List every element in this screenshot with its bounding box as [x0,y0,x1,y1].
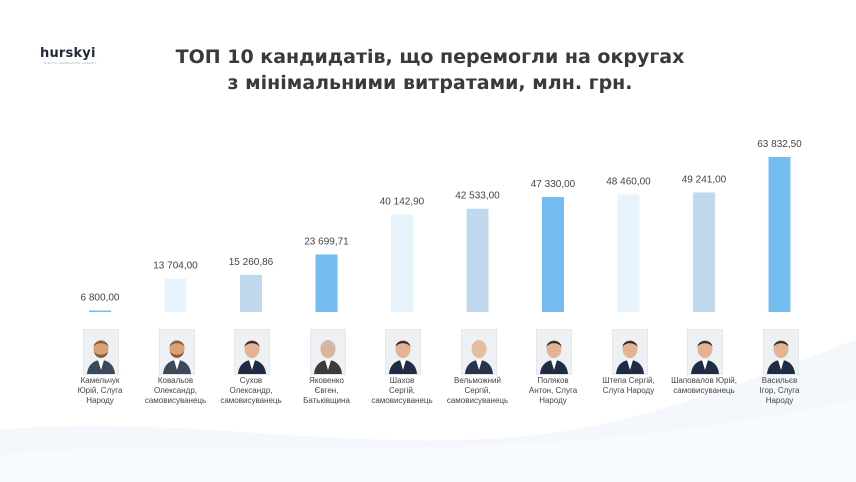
candidate-name-line: Шахов [389,376,415,385]
portrait-icon [235,330,269,374]
bar-value-label-4: 23 699,71 [304,236,349,247]
portrait-icon [386,330,420,374]
bar-7 [542,197,564,312]
candidate-name-7: Поляков Антон, Слуга Народу [513,376,593,406]
bar-value-label-6: 42 533,00 [455,191,500,202]
candidate-name-line: Камельчук [80,376,120,385]
candidate-photo-9 [687,329,723,375]
candidate-name-line: Слуга Народу [602,386,655,395]
portrait-icon [688,330,722,374]
candidate-name-line: Вельможний [454,376,501,385]
candidate-name-line: самовисуванець [144,396,207,405]
bar-value-label-1: 6 800,00 [81,293,120,304]
candidate-name-4: Яковенко Євген, Батьківщина [287,376,367,406]
candidate-name-line: Батьківщина [303,396,350,405]
candidate-name-line: самовисуванець [220,396,282,405]
bar-9 [693,192,715,312]
bar-4 [315,254,338,312]
bar-2 [164,278,187,312]
bar-5 [391,214,413,312]
chart-title-line-2: з мінімальними витратами, млн. грн. [227,72,633,94]
portrait-icon [461,330,496,374]
candidate-name-line: Ігор, Слуга [759,386,800,395]
bar-value-label-9: 49 241,00 [682,174,727,185]
portrait-icon [612,330,647,374]
bar-value-label-7: 47 330,00 [531,179,576,190]
candidate-name-line: Народу [765,396,794,405]
candidate-name-10: Васильєв Ігор, Слуга Народу [740,376,820,406]
candidate-name-line: Олександр, [229,386,273,395]
bar-10 [768,157,791,312]
candidate-name-8: Штепа Сергій, Слуга Народу [589,376,669,396]
candidate-name-line: Олександр, [153,386,198,395]
candidate-photo-8 [611,329,648,375]
brand-logo-subtitle: DIGITAL MARKETING AGENCY [44,61,97,65]
portrait-icon [159,330,194,374]
bar-value-label-2: 13 704,00 [153,261,198,272]
candidate-name-line: Сергій, [464,386,491,395]
bar-3 [240,274,262,312]
candidate-photo-1 [83,329,119,375]
candidate-name-line: Васильєв [761,376,798,385]
bar-8 [617,194,640,312]
candidate-photo-2 [158,329,195,375]
candidate-name-6: Вельможний Сергій, самовисуванець [438,376,518,406]
candidate-name-line: Народу [86,396,114,405]
candidate-name-line: самовисуванець [446,396,509,405]
brand-logo: hurskyi [40,46,96,61]
candidate-photo-3 [234,329,270,375]
candidate-name-line: Народу [539,396,567,405]
candidate-name-line: самовисуванець [673,386,735,395]
candidate-photo-6 [460,329,497,375]
candidate-name-line: Сухов [239,376,263,385]
portrait-icon [84,330,118,374]
candidate-name-line: Євген, [314,386,339,395]
candidate-name-line: Яковенко [309,376,344,385]
candidate-name-line: Поляков [537,376,569,385]
candidate-photo-10 [762,329,799,375]
candidate-name-line: самовисуванець [371,396,433,405]
candidate-name-line: Шаповалов Юрій, [671,376,737,385]
chart-title-line-1: ТОП 10 кандидатів, що перемогли на округ… [175,46,685,68]
bar-value-label-8: 48 460,00 [606,176,651,187]
bar-1 [89,310,111,312]
candidate-name-5: Шахов Сергій, самовисуванець [362,376,442,406]
bar-value-label-10: 63 832,50 [757,139,802,150]
candidate-photo-5 [385,329,421,375]
candidate-name-line: Сергій, [388,386,416,395]
candidate-photo-7 [536,329,572,375]
candidate-name-9: Шаповалов Юрій, самовисуванець [664,376,744,396]
portrait-icon [310,330,345,374]
candidate-photo-4 [309,329,346,375]
bar-6 [466,208,489,312]
bar-value-label-3: 15 260,86 [229,257,274,268]
candidate-name-2: Ковальов Олександр, самовисуванець [136,376,216,406]
candidate-name-line: Ковальов [157,376,194,385]
portrait-icon [537,330,571,374]
portrait-icon [763,330,798,374]
candidate-name-1: Камельчук Юрій, Слуга Народу [60,376,140,406]
candidate-name-line: Штепа Сергій, [602,376,655,385]
candidate-name-line: Юрій, Слуга [77,386,123,395]
chart-title: ТОП 10 кандидатів, що перемогли на округ… [130,44,730,96]
candidate-name-3: Сухов Олександр, самовисуванець [211,376,291,406]
candidate-name-line: Антон, Слуга [528,386,578,395]
bar-value-label-5: 40 142,90 [380,197,425,208]
